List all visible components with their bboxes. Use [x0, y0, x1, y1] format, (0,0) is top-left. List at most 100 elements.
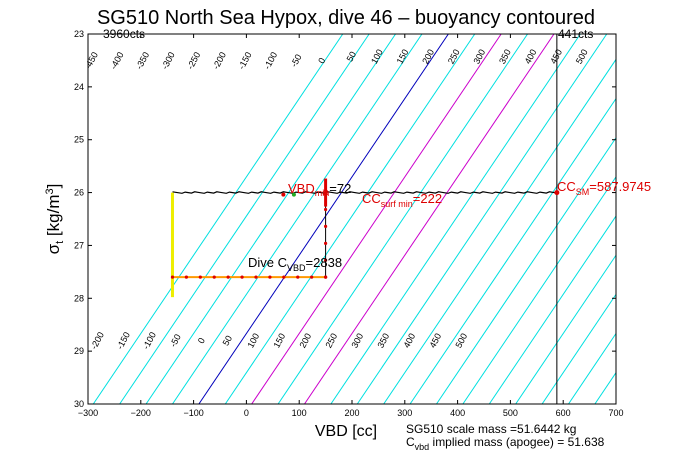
contour-line	[436, 136, 616, 404]
y-tick-label: 26	[74, 188, 84, 198]
dive-point	[184, 275, 188, 279]
dive-point	[324, 275, 328, 279]
contour-label: -150	[236, 50, 253, 71]
contour-label: 450	[427, 332, 443, 350]
y-tick-label: 24	[74, 82, 84, 92]
contour-label: 300	[471, 48, 487, 66]
svg-text:VBDmin=72: VBDmin=72	[288, 181, 351, 198]
cc-surf-value: =222	[413, 191, 442, 206]
dive-point	[324, 224, 328, 228]
dive-point	[240, 275, 244, 279]
cc-sm-point	[554, 190, 560, 196]
contour-label: 350	[497, 48, 513, 66]
cc-sm-value: =587.9745	[589, 179, 651, 194]
footer-c-main: C	[406, 435, 415, 449]
contour-label: -100	[262, 50, 279, 71]
plot-frame	[87, 33, 617, 405]
contour-line	[621, 34, 681, 404]
contour-label: 100	[245, 332, 261, 350]
svg-text:Dive CVBD=2838: Dive CVBD=2838	[248, 255, 342, 273]
dive-point	[212, 275, 216, 279]
contour-label: 50	[221, 334, 235, 348]
contour-line	[409, 97, 616, 404]
y-label-sigma: σ	[44, 243, 63, 254]
contour-label: -250	[185, 50, 202, 71]
cc-sm-main: CC	[557, 179, 576, 194]
y-label-sup: 3	[44, 188, 56, 194]
plot-area: −300 −200 −100 0 100 200 300 400 500 600 700232425…	[74, 29, 681, 418]
chart-title: SG510 North Sea Hypox, dive 46 – buoyanc…	[97, 7, 595, 29]
contour-label: 0	[316, 56, 327, 65]
contour-label: -200	[211, 50, 228, 71]
dive-point	[324, 241, 328, 245]
contour-label: -350	[134, 50, 151, 71]
count-left: 3960cts	[103, 27, 145, 41]
contour-label: -150	[115, 330, 132, 351]
dive-point	[296, 275, 300, 279]
contour-line	[674, 34, 681, 404]
contour-label: 100	[369, 48, 385, 66]
x-tick-label: −100	[183, 408, 203, 418]
contour-line	[356, 34, 608, 404]
dive-point	[226, 275, 230, 279]
x-tick-label: 300	[397, 408, 412, 418]
contour-line	[515, 254, 616, 404]
count-right: 441cts	[558, 27, 593, 41]
svg-text:CCsurf min=222: CCsurf min=222	[362, 191, 442, 209]
contour-line	[330, 34, 581, 404]
y-label-sub: t	[54, 241, 66, 244]
y-tick-label: 23	[74, 29, 84, 39]
dive-point	[170, 275, 175, 279]
data-marks	[170, 34, 560, 404]
contour-label: 150	[395, 48, 411, 66]
contour-label: -450	[83, 50, 100, 71]
cc-sm-annotation: CCSM=587.9745	[557, 179, 651, 197]
svg-text:CCSM=587.9745: CCSM=587.9745	[557, 179, 651, 197]
contour-label: -300	[160, 50, 177, 71]
vbd-min-annotation: VBDmin=72	[288, 181, 351, 198]
cc-surf-sub: surf min	[381, 199, 413, 209]
x-tick-label: 500	[503, 408, 518, 418]
dive-point	[324, 207, 328, 212]
contour-label: -50	[289, 52, 304, 68]
dive-point	[198, 275, 202, 279]
contour-line	[594, 371, 616, 404]
dive-c-main: Dive C	[248, 255, 287, 270]
x-tick-label: −200	[131, 408, 151, 418]
contour-line	[119, 34, 370, 404]
vbd-min-main: VBD	[288, 181, 315, 196]
y-tick-label: 27	[74, 240, 84, 250]
y-axis-label: σt [kg/m3]	[44, 184, 66, 255]
contour-label: -50	[168, 332, 183, 348]
contour-label: 400	[523, 48, 539, 66]
footer-c-sub: vbd	[415, 442, 430, 452]
contour-line	[145, 34, 396, 404]
contour-label: -100	[141, 330, 158, 351]
contour-line	[172, 34, 423, 404]
contour-line	[383, 58, 616, 404]
x-tick-label: 600	[556, 408, 571, 418]
contour-label: 450	[548, 48, 564, 66]
x-tick-label: 200	[344, 408, 359, 418]
x-tick-label: 400	[450, 408, 465, 418]
contour-line	[648, 34, 681, 404]
contour-line	[541, 293, 616, 404]
contour-label: -400	[108, 50, 125, 71]
contour-label: -200	[89, 330, 106, 351]
x-tick-label: 700	[608, 408, 623, 418]
footer-c-rest: implied mass (apogee) = 51.638	[429, 435, 604, 449]
contour-line	[251, 34, 502, 404]
contour-label: 200	[297, 332, 313, 350]
dive-c-value: =2838	[306, 255, 343, 270]
contour-label: 150	[271, 332, 287, 350]
x-tick-label: 100	[292, 408, 307, 418]
dive-point	[254, 275, 258, 279]
contour-line	[304, 34, 555, 404]
y-label-close: ]	[44, 184, 63, 189]
y-label-unit: [kg/m	[44, 195, 63, 241]
contour-label: 200	[420, 48, 436, 66]
contour-label: 0	[196, 336, 207, 345]
vbd-min-point	[281, 192, 286, 197]
contour-label: 250	[446, 48, 462, 66]
contour-label: 500	[453, 332, 469, 350]
